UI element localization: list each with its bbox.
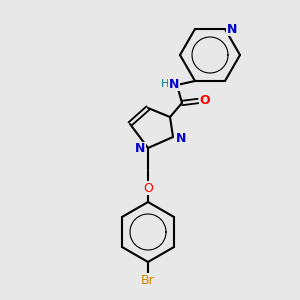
Text: O: O (200, 94, 210, 107)
Text: Br: Br (141, 274, 155, 286)
Text: N: N (135, 142, 145, 155)
Text: H: H (161, 79, 169, 89)
Text: N: N (176, 131, 186, 145)
Text: N: N (227, 22, 237, 35)
Text: N: N (169, 77, 179, 91)
Text: O: O (143, 182, 153, 194)
